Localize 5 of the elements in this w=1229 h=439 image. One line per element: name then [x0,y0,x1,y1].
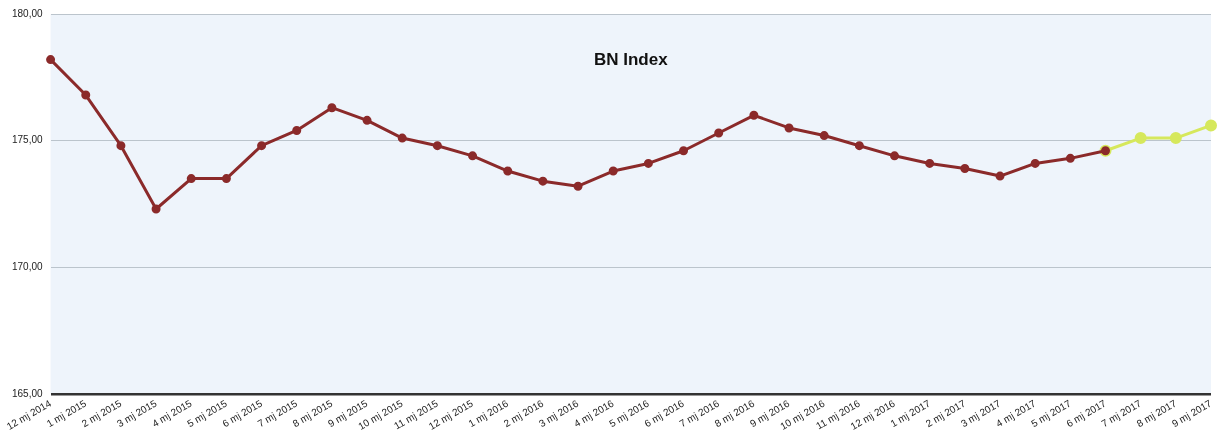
y-tick-label: 170,00 [11,261,44,272]
text: BN Index [593,49,669,69]
y-tick-label: 175,00 [11,134,44,146]
y-tick-label: 165,00 [11,387,44,399]
y-tick-label: 180,00 [11,7,44,19]
